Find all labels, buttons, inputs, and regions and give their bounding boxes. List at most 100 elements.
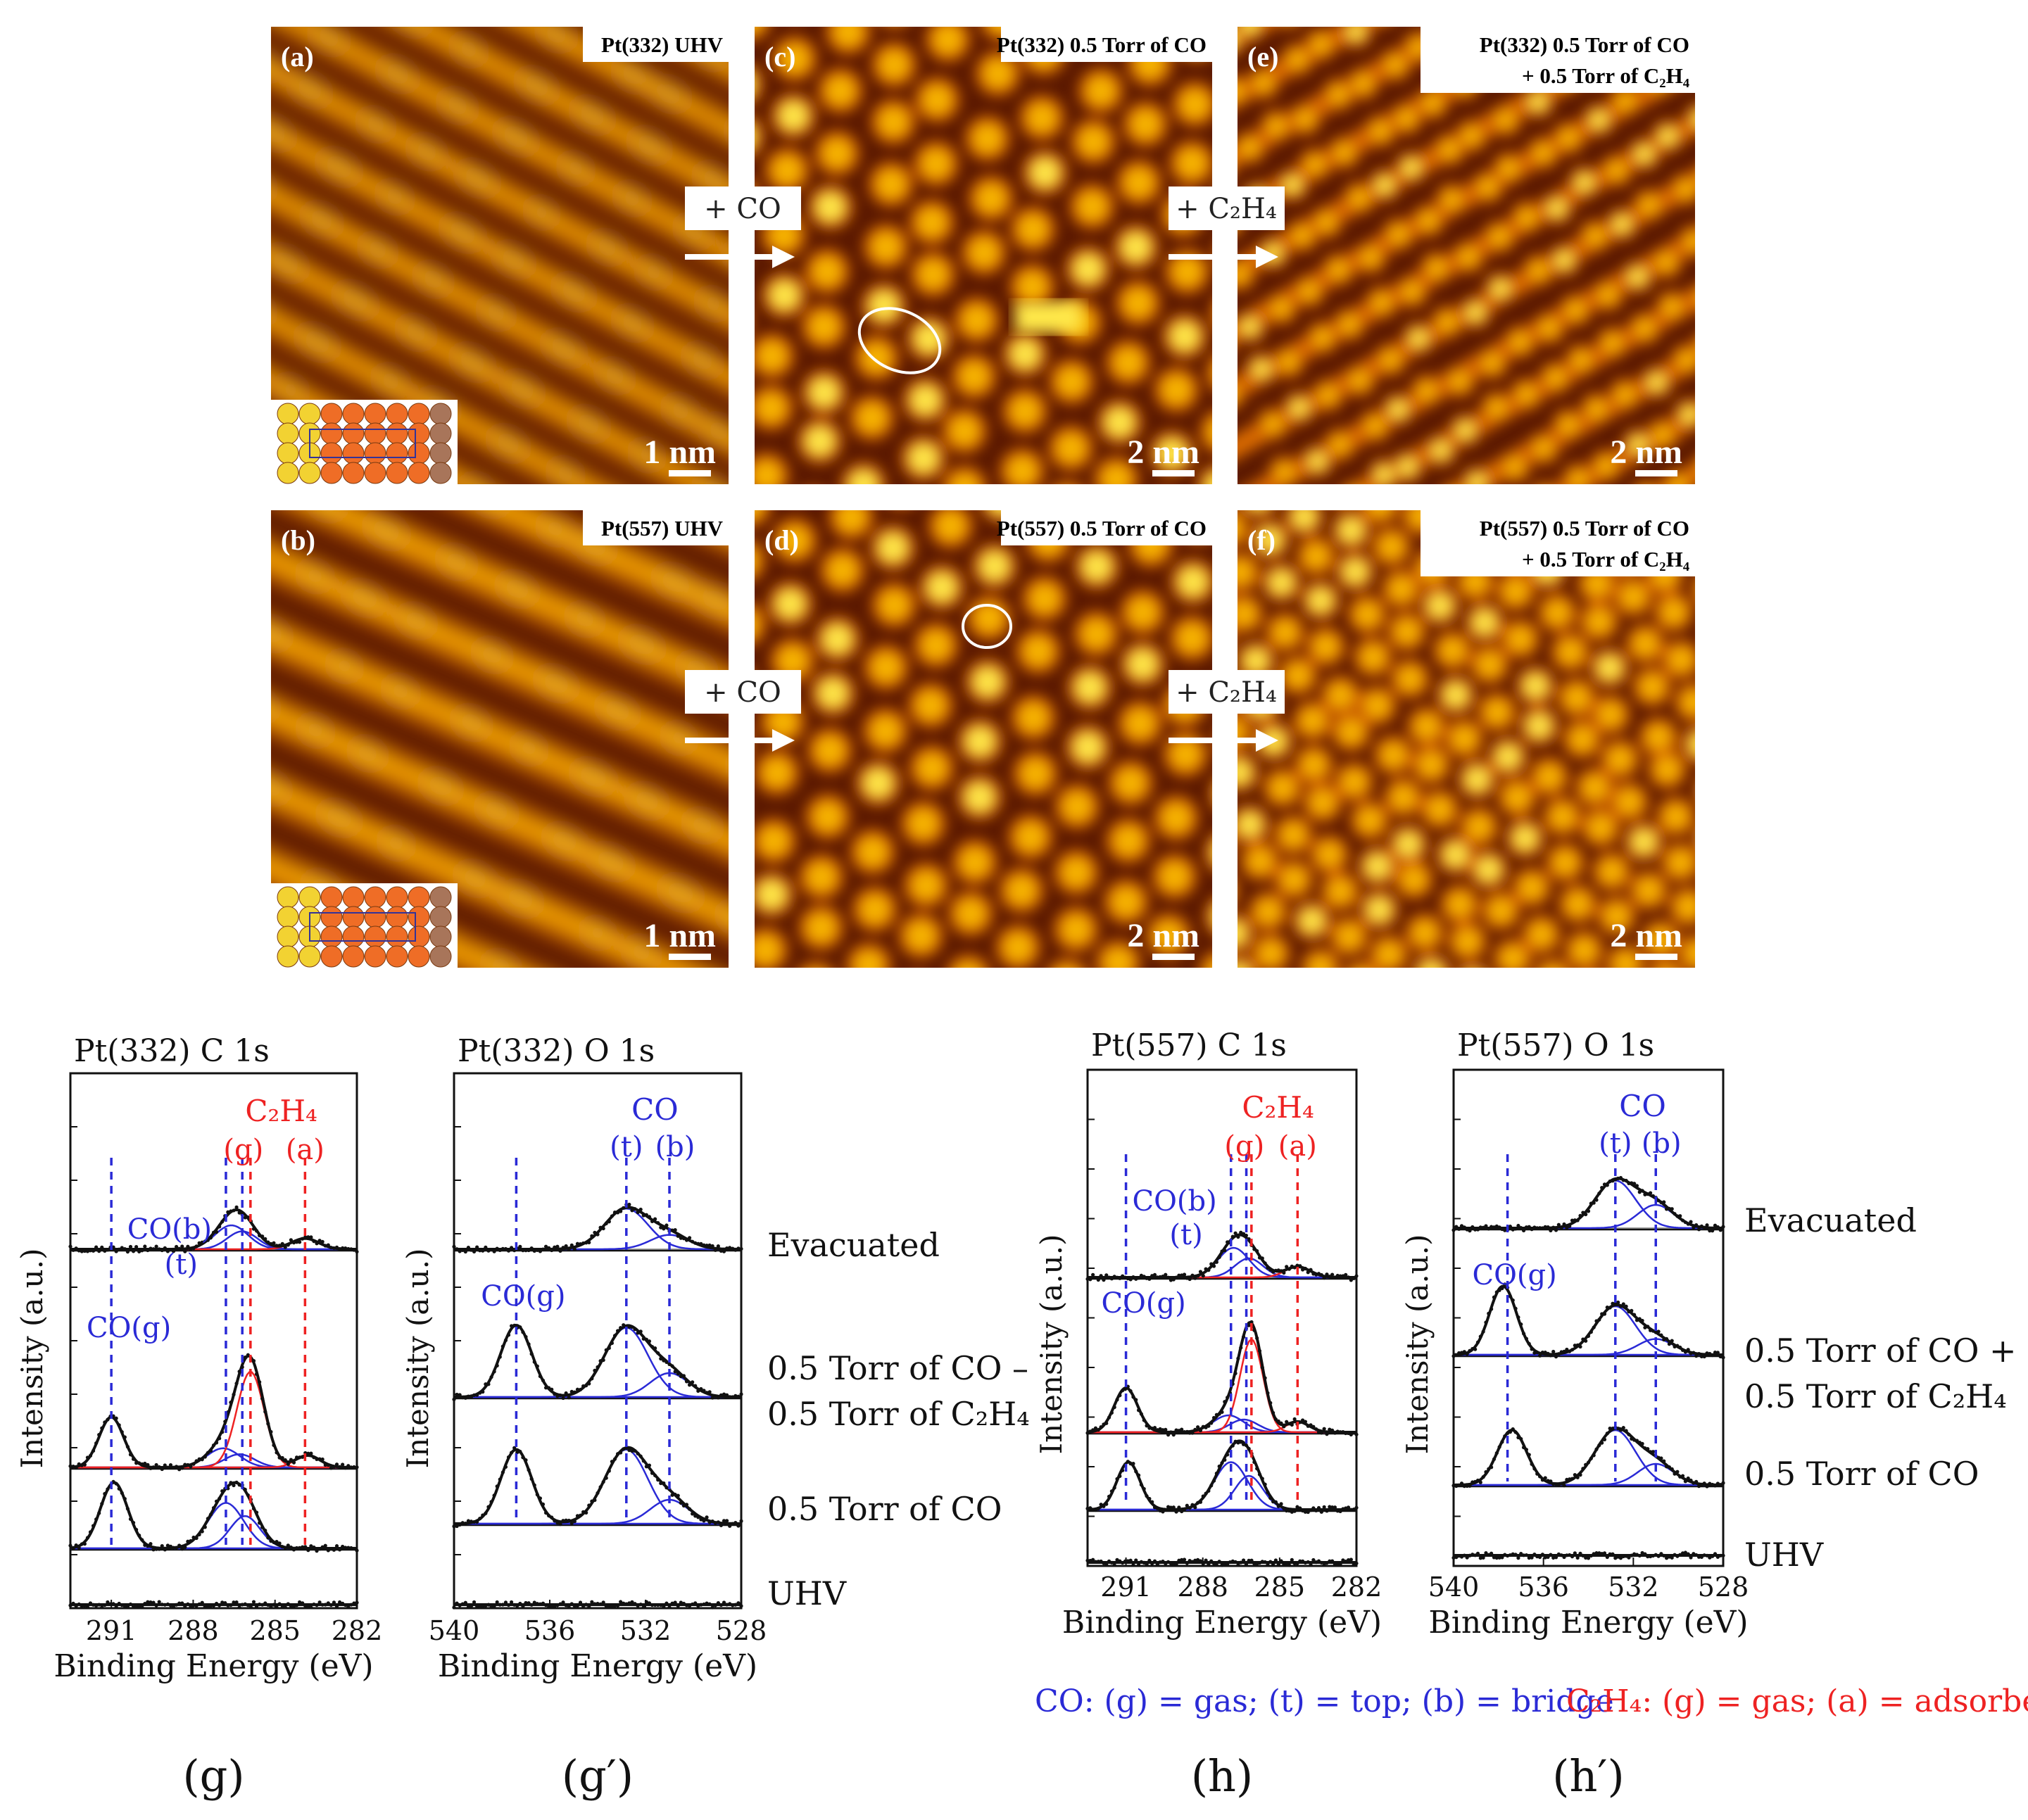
- data-point: [1492, 1295, 1497, 1299]
- adsorbate-halo: [817, 1173, 877, 1233]
- data-point: [157, 1247, 161, 1251]
- adsorbate-blob: [1287, 0, 1323, 6]
- adsorbate-blob: [1062, 859, 1090, 886]
- adsorbate-blob: [981, 552, 1009, 580]
- data-point: [140, 1249, 144, 1253]
- data-point: [1128, 1389, 1133, 1394]
- adsorbate-halo: [1620, 0, 1664, 6]
- condition-label-left: 0.5 Torr of CO –: [767, 1349, 1028, 1387]
- adsorbate-blob: [1687, 942, 1695, 965]
- adsorbate-halo: [1736, 619, 1791, 675]
- data-point: [1314, 1508, 1318, 1512]
- atom-bump: [63, 203, 102, 232]
- data-point: [1247, 1446, 1251, 1451]
- data-point: [1508, 1294, 1513, 1298]
- data-point: [538, 1602, 543, 1606]
- stm-panel-f: (f) Pt(557) 0.5 Torr of CO+ 0.5 Torr of C…: [1237, 510, 1867, 1205]
- data-point: [206, 1238, 210, 1242]
- atom-bump: [667, 401, 694, 420]
- adsorbate-blob: [1344, 560, 1367, 583]
- data-point: [719, 1603, 724, 1607]
- data-point: [154, 1462, 158, 1467]
- atom-bump: [542, 520, 569, 537]
- adsorbate-halo: [1766, 222, 1810, 266]
- data-point: [97, 1603, 101, 1607]
- data-point: [1147, 1496, 1152, 1501]
- adsorbate-halo: [1583, 0, 1627, 19]
- data-point: [1530, 1347, 1534, 1351]
- data-point: [1597, 1443, 1601, 1448]
- data-point: [601, 1479, 605, 1484]
- condition-label-right: 0.5 Torr of CO: [1744, 1455, 1979, 1493]
- x-tick-label: 291: [86, 1615, 137, 1646]
- spectrum-uhv: [1085, 1557, 1359, 1567]
- data-point: [332, 1246, 336, 1251]
- data-point: [550, 1515, 554, 1519]
- data-point: [143, 1602, 147, 1606]
- data-point: [197, 1241, 201, 1245]
- data-point: [1085, 1277, 1090, 1281]
- adsorbate-blob: [1428, 594, 1451, 617]
- adsorbate-halo: [1195, 0, 1239, 13]
- data-point: [1711, 1353, 1715, 1358]
- data-point: [1543, 1225, 1547, 1229]
- adsorbate-blob: [1613, 215, 1631, 233]
- adsorbate-blob: [1585, 572, 1608, 595]
- panel-letter: (e): [1247, 41, 1278, 72]
- adsorbate-blob: [1616, 386, 1634, 403]
- atom-bump: [240, 483, 278, 511]
- data-point: [1180, 1427, 1184, 1432]
- adsorbate-blob: [1110, 0, 1133, 2]
- data-point: [1575, 1343, 1580, 1347]
- atom-bump: [627, 6, 657, 30]
- data-point: [1112, 1486, 1116, 1490]
- data-point: [1673, 1472, 1677, 1476]
- adsorbate-blob: [1647, 726, 1670, 749]
- adsorbate-halo: [1699, 198, 1744, 242]
- adsorbate-blob: [1555, 251, 1573, 269]
- data-point: [463, 1600, 467, 1605]
- adsorbate-halo: [1762, 514, 1806, 558]
- adsorbate-blob: [1217, 29, 1240, 52]
- adsorbate-blob: [777, 0, 813, 15]
- adsorbate-blob: [1777, 232, 1800, 255]
- adsorbate-blob: [1546, 601, 1569, 624]
- annotation-co: CO: [631, 1092, 679, 1127]
- data-point: [1546, 1479, 1550, 1483]
- data-point: [229, 1209, 233, 1213]
- adsorbate-blob: [1371, 1144, 1403, 1175]
- data-point: [636, 1603, 640, 1607]
- adsorbate-blob: [1399, 667, 1422, 690]
- data-point: [1468, 1348, 1472, 1353]
- data-point: [679, 1600, 683, 1605]
- data-point: [1247, 1558, 1251, 1562]
- data-point: [1462, 1350, 1466, 1354]
- data-point: [653, 1217, 657, 1221]
- adsorbate-blob: [1463, 127, 1480, 144]
- data-point: [1233, 1371, 1237, 1376]
- adsorbate-blob: [1697, 165, 1720, 189]
- arrow-label: + C₂H₄: [1176, 676, 1277, 709]
- data-point: [463, 1521, 467, 1526]
- data-point: [676, 1604, 680, 1608]
- x-tick-label: 540: [1428, 1572, 1480, 1603]
- adsorbate-halo: [1712, 253, 1756, 297]
- adsorbate-halo: [1811, 813, 1867, 868]
- adsorbate-blob: [814, 803, 842, 830]
- adsorbate-halo: [1696, 604, 1751, 659]
- adsorbate-blob: [1399, 1070, 1431, 1102]
- x-tick-label: 291: [1100, 1572, 1152, 1603]
- data-point: [1640, 1189, 1644, 1193]
- data-point: [1335, 1509, 1340, 1513]
- data-point: [85, 1605, 90, 1610]
- adsorbate-blob: [1707, 616, 1739, 647]
- data-point: [260, 1525, 265, 1529]
- data-point: [171, 1465, 176, 1470]
- data-point: [731, 1603, 735, 1607]
- data-point: [593, 1602, 597, 1606]
- adsorbate-halo: [1403, 1149, 1459, 1205]
- data-point: [1091, 1272, 1095, 1277]
- adsorbate-blob: [1314, 635, 1337, 658]
- adsorbate-halo: [1743, 864, 1799, 919]
